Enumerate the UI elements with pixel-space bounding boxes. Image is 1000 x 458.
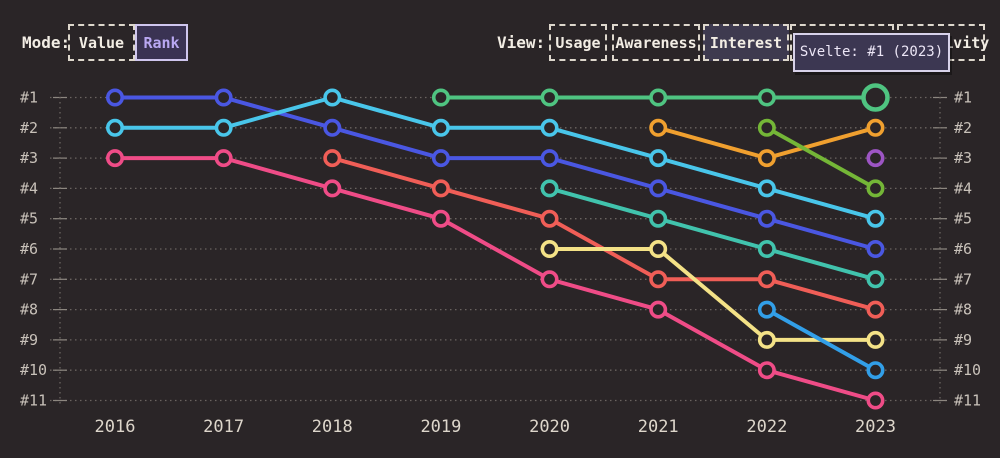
data-point-salmon-2022[interactable]: [757, 270, 776, 289]
right-rank-label: #10: [954, 361, 981, 379]
mode-label: Mode:: [22, 33, 71, 52]
year-label: 2022: [746, 417, 787, 437]
data-point-teal-2020[interactable]: [540, 179, 559, 198]
data-point-yellow-2021[interactable]: [649, 240, 668, 259]
data-point-yellow-2022[interactable]: [757, 330, 776, 349]
data-point-teal-2021[interactable]: [649, 209, 668, 228]
left-rank-label: #4: [20, 179, 38, 197]
data-point-svelte-2019[interactable]: [431, 88, 450, 107]
data-point-blue-2022[interactable]: [757, 209, 776, 228]
left-rank-label: #2: [20, 119, 38, 137]
data-point-blue-2021[interactable]: [649, 179, 668, 198]
data-point-cyan-2023[interactable]: [866, 209, 885, 228]
view-interest-button[interactable]: Interest: [703, 24, 789, 61]
year-label: 2020: [529, 417, 570, 437]
data-point-svelte-2020[interactable]: [540, 88, 559, 107]
right-rank-label: #4: [954, 179, 972, 197]
chart-tooltip: Svelte: #1 (2023): [793, 33, 950, 72]
data-point-blue-2018[interactable]: [323, 118, 342, 137]
data-point-azure-2023[interactable]: [866, 361, 885, 380]
series-line-cyan: [113, 95, 878, 221]
data-point-blue-2017[interactable]: [214, 88, 233, 107]
year-label: 2023: [855, 417, 896, 437]
series-line-olive: [764, 125, 878, 191]
data-point-purple-2023[interactable]: [866, 149, 885, 168]
left-rank-label: #10: [20, 361, 47, 379]
data-point-salmon-2023[interactable]: [866, 300, 885, 319]
mode-value-button[interactable]: Value: [68, 24, 135, 61]
data-point-salmon-2019[interactable]: [431, 179, 450, 198]
data-point-olive-2023[interactable]: [866, 179, 885, 198]
view-label: View:: [497, 33, 546, 52]
data-point-cyan-2016[interactable]: [106, 118, 125, 137]
mode-rank-button[interactable]: Rank: [135, 24, 188, 61]
right-rank-label: #2: [954, 119, 972, 137]
data-point-svelte-2022[interactable]: [757, 88, 776, 107]
tooltip-text: Svelte: #1 (2023): [799, 44, 944, 60]
data-point-pink-2022[interactable]: [757, 361, 776, 380]
data-point-blue-2019[interactable]: [431, 149, 450, 168]
left-rank-label: #11: [20, 392, 47, 410]
data-point-teal-2022[interactable]: [757, 240, 776, 259]
left-rank-label: #6: [20, 240, 38, 258]
data-point-yellow-2020[interactable]: [540, 240, 559, 259]
data-point-pink-2020[interactable]: [540, 270, 559, 289]
right-rank-label: #11: [954, 392, 981, 410]
right-rank-label: #1: [954, 89, 972, 107]
data-point-blue-2020[interactable]: [540, 149, 559, 168]
year-label: 2016: [95, 417, 136, 437]
right-rank-label: #6: [954, 240, 972, 258]
year-label: 2021: [638, 417, 679, 437]
right-rank-label: #9: [954, 331, 972, 349]
data-point-pink-2019[interactable]: [431, 209, 450, 228]
data-point-orange-2022[interactable]: [757, 149, 776, 168]
data-point-pink-2021[interactable]: [649, 300, 668, 319]
data-point-cyan-2019[interactable]: [431, 118, 450, 137]
data-point-pink-2023[interactable]: [866, 391, 885, 410]
data-point-orange-2021[interactable]: [649, 118, 668, 137]
left-rank-label: #3: [20, 149, 38, 167]
right-rank-label: #3: [954, 149, 972, 167]
data-point-blue-2016[interactable]: [106, 88, 125, 107]
series-line-teal: [547, 186, 878, 282]
year-label: 2018: [312, 417, 353, 437]
view-awareness-button[interactable]: Awareness: [612, 24, 700, 61]
data-point-salmon-2021[interactable]: [649, 270, 668, 289]
left-rank-label: #7: [20, 270, 38, 288]
data-point-pink-2016[interactable]: [106, 149, 125, 168]
data-point-cyan-2021[interactable]: [649, 149, 668, 168]
data-point-teal-2023[interactable]: [866, 270, 885, 289]
data-point-azure-2022[interactable]: [757, 300, 776, 319]
series-line-blue: [113, 95, 878, 251]
data-point-cyan-2018[interactable]: [323, 88, 342, 107]
view-usage-button[interactable]: Usage: [549, 24, 607, 61]
data-point-cyan-2020[interactable]: [540, 118, 559, 137]
series-line-salmon: [330, 156, 878, 312]
series-line-pink: [113, 156, 878, 403]
data-point-svelte-2023[interactable]: [861, 83, 890, 112]
data-point-pink-2018[interactable]: [323, 179, 342, 198]
right-rank-label: #8: [954, 301, 972, 319]
data-point-orange-2023[interactable]: [866, 118, 885, 137]
data-point-cyan-2017[interactable]: [214, 118, 233, 137]
left-rank-label: #1: [20, 89, 38, 107]
left-rank-label: #8: [20, 301, 38, 319]
data-point-salmon-2020[interactable]: [540, 209, 559, 228]
data-point-cyan-2022[interactable]: [757, 179, 776, 198]
right-rank-label: #5: [954, 210, 972, 228]
data-point-yellow-2023[interactable]: [866, 330, 885, 349]
right-rank-label: #7: [954, 270, 972, 288]
data-point-pink-2017[interactable]: [214, 149, 233, 168]
year-label: 2017: [203, 417, 244, 437]
data-point-salmon-2018[interactable]: [323, 149, 342, 168]
year-label: 2019: [420, 417, 461, 437]
data-point-olive-2022[interactable]: [757, 118, 776, 137]
left-rank-label: #9: [20, 331, 38, 349]
series-line-azure: [764, 307, 878, 373]
data-point-svelte-2021[interactable]: [649, 88, 668, 107]
data-point-blue-2023[interactable]: [866, 240, 885, 259]
left-rank-label: #5: [20, 210, 38, 228]
